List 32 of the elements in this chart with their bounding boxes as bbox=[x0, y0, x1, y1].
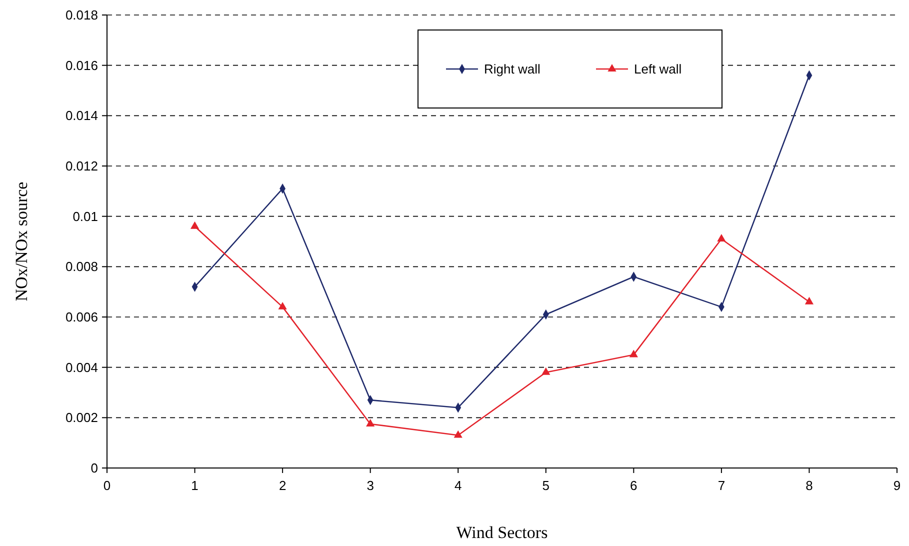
x-tick-label: 1 bbox=[191, 478, 198, 493]
point bbox=[629, 350, 638, 358]
legend-label: Left wall bbox=[634, 62, 682, 77]
x-tick-label: 8 bbox=[806, 478, 813, 493]
x-tick-label: 7 bbox=[718, 478, 726, 493]
y-tick-label: 0.01 bbox=[72, 208, 98, 224]
x-tick-label: 3 bbox=[366, 478, 374, 493]
point bbox=[454, 430, 462, 438]
point bbox=[190, 221, 200, 229]
x-tick-label: 5 bbox=[542, 478, 550, 493]
y-tick-label: 0.018 bbox=[65, 8, 98, 23]
y-tick-label: 0.016 bbox=[65, 58, 98, 73]
y-tick-label: 0 bbox=[90, 460, 98, 476]
point bbox=[804, 296, 814, 304]
x-tick-label: 4 bbox=[454, 478, 462, 493]
x-axis-title: Wind Sectors bbox=[456, 523, 548, 542]
y-tick-label: 0.014 bbox=[65, 108, 98, 124]
y-tick-label: 0.008 bbox=[65, 259, 98, 274]
point bbox=[717, 234, 726, 242]
y-tick-label: 0.002 bbox=[65, 410, 98, 426]
point bbox=[278, 302, 287, 310]
x-tick-label: 6 bbox=[630, 478, 638, 493]
y-tick-label: 0.006 bbox=[65, 310, 98, 325]
y-tick-label: 0.004 bbox=[65, 360, 98, 375]
x-tick-label: 2 bbox=[278, 478, 286, 493]
legend-label: Right wall bbox=[484, 62, 540, 77]
x-tick-label: 0 bbox=[103, 478, 111, 493]
y-axis-title: NOx/NOx source bbox=[12, 182, 31, 302]
point bbox=[542, 367, 550, 375]
x-tick-label: 9 bbox=[893, 478, 901, 493]
point bbox=[366, 418, 375, 426]
y-tick-label: 0.012 bbox=[65, 158, 98, 174]
